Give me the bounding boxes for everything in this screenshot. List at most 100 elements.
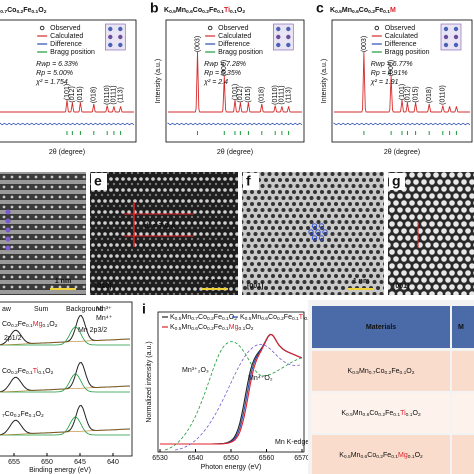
y-axis-label: Normalized intensity (a.u.): [146, 341, 153, 422]
atom-overlay: [318, 235, 325, 241]
x-tick-label: 6550: [223, 455, 239, 462]
reference-label: Mn⁴⁺O₂: [248, 375, 273, 382]
reference-curve: [164, 341, 303, 451]
fit-statistic: χ² = 2.4: [203, 79, 228, 86]
micrograph: [90, 172, 238, 295]
legend-label: Background: [66, 306, 103, 313]
atom: [453, 42, 459, 48]
x-tick-label: 6540: [188, 455, 204, 462]
material-name: K0.5Mn0.6Co0.2Fe0.1Mg0.1O2: [339, 452, 423, 460]
legend-label: Observed: [218, 25, 248, 32]
fit-statistic: Rp = 5.00%: [36, 70, 73, 77]
x-tick-label: 6530: [152, 455, 168, 462]
peak-label: (012): [237, 86, 244, 102]
background: [0, 428, 131, 436]
peak-label: 2p1/2: [4, 335, 22, 342]
xanes-curve: [160, 333, 303, 445]
table-cell: [312, 393, 450, 433]
fit-curve: [0, 416, 130, 436]
atom: [443, 34, 449, 40]
legend-label: Observed: [50, 25, 80, 32]
peak-label: (113): [117, 87, 124, 103]
peak-label: (006): [388, 60, 395, 76]
fit-statistic: χ² = 1.754: [35, 79, 68, 86]
header-text: Materials: [366, 324, 396, 331]
atom-overlay: [308, 229, 314, 235]
atom: [286, 42, 291, 48]
peak-label: (0110): [272, 85, 279, 105]
trace-label: Co0.2Fe0.1Mg0.1O2: [2, 321, 58, 329]
reference-label: Mn³⁺₂O₃: [182, 367, 209, 374]
legend-label: Calculated: [385, 33, 418, 40]
x-tick-label: 645: [74, 459, 86, 466]
material-name: K0.5Mn0.6Co0.2Fe0.1Ti0.1O2: [341, 410, 421, 418]
peak-label: (101): [64, 84, 71, 100]
calculated-curve: [0, 99, 134, 113]
fit-statistic: Rp = 5.35%: [204, 70, 241, 77]
legend-label: K0.5Mn0.6Co0.2Fe0.1Mg0.1O2: [170, 324, 254, 332]
calculated-curve: [334, 51, 470, 113]
atom-overlay: [5, 236, 11, 242]
legend-label: Mn⁴⁺: [96, 315, 113, 322]
atom-overlay: [322, 229, 328, 235]
atom: [108, 42, 113, 48]
atom: [108, 34, 113, 40]
label-bg: [389, 173, 405, 190]
micrograph: [0, 172, 86, 295]
x-tick-label: 655: [8, 459, 20, 466]
atom-overlay: [311, 235, 318, 241]
atom: [118, 42, 123, 48]
x-tick-label: 6560: [259, 455, 275, 462]
atom: [276, 26, 281, 32]
legend-label: Observed: [385, 25, 415, 32]
x-tick-label: 6570: [294, 455, 310, 462]
trace-label: 7Co0.2Fe0.1O2: [2, 411, 44, 419]
legend-label: aw: [2, 306, 12, 313]
atom: [118, 26, 123, 32]
x-tick-label: 640: [107, 459, 119, 466]
scale-label: 1 nm: [353, 278, 369, 285]
raw-curve: [0, 404, 131, 436]
x-axis-label: Binding energy (eV): [29, 467, 91, 474]
zone-axis: [001]: [393, 283, 409, 290]
fit-curve: [0, 373, 130, 393]
peak-label: (015): [412, 86, 419, 102]
formula: K0.5Mn0.6Co0.2Fe0.1M: [330, 7, 396, 15]
x-tick-label: 650: [41, 459, 53, 466]
x-axis-label: 2θ (degree): [49, 149, 85, 156]
difference-curve: [333, 122, 471, 126]
peak-label: (015): [77, 86, 84, 102]
fit-statistic: Rwp = 7.28%: [204, 61, 246, 68]
peak-label: (018): [426, 87, 433, 103]
atom: [108, 26, 113, 32]
peak-label: (018): [91, 87, 98, 103]
plot-frame: [0, 19, 137, 143]
atom: [443, 26, 449, 32]
legend-label: Difference: [385, 41, 417, 48]
label-bg: [243, 173, 259, 190]
plot-frame: [165, 19, 305, 143]
atom-overlay: [315, 229, 321, 235]
table-cell: [452, 435, 474, 474]
peak-label: (015): [245, 86, 252, 102]
fit-statistic: Rwp = 6.33%: [36, 61, 78, 68]
d-spacing: dₛ = 7.0 Å: [144, 221, 176, 230]
edge-label: Mn K-edge: [275, 439, 309, 446]
atom: [453, 34, 459, 40]
y-axis-label: Intensity (a.u.): [155, 59, 162, 103]
x-axis-label: Photon energy (eV): [201, 464, 262, 471]
table-cell: [452, 351, 474, 391]
peak-label: (0111): [279, 85, 286, 104]
plot-frame: [331, 19, 473, 143]
peak-label: (018): [259, 87, 266, 103]
legend-label: K0.5Mn0.6Co0.2Fe0.1Ti0.1O2: [240, 314, 320, 322]
legend-label: Bragg position: [218, 49, 263, 56]
legend-label: Calculated: [50, 33, 83, 40]
micrograph: [388, 172, 474, 295]
zone-axis: [001]: [247, 283, 263, 290]
peak-label: (0110): [440, 85, 447, 105]
peak-label: (0111): [111, 85, 118, 104]
atom-overlay: [5, 209, 11, 215]
